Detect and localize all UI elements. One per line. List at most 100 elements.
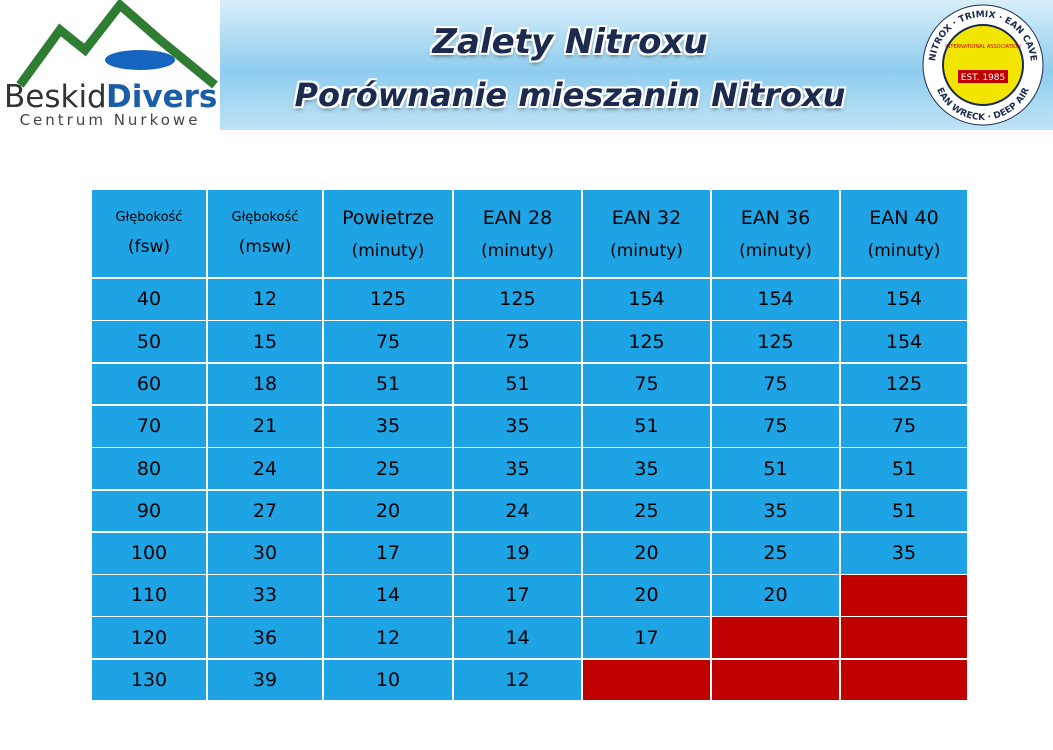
data-cell: 154 [840, 320, 968, 364]
data-cell: 24 [453, 489, 582, 533]
title: Zalety Nitroxu [432, 22, 708, 62]
data-cell: 154 [840, 278, 968, 321]
data-cell: 125 [582, 320, 711, 364]
data-cell: 125 [453, 278, 582, 321]
data-cell: 20 [582, 531, 711, 575]
data-cell: 20 [582, 574, 711, 617]
banner [220, 0, 1053, 130]
logo: Beskid Divers Centrum Nurkowe [4, 0, 218, 129]
data-cell: 35 [453, 447, 582, 490]
header-cell: Powietrze (minuty) [323, 189, 453, 278]
association: INTERNATIONAL ASSOCIATION [945, 44, 1021, 50]
data-cell: 27 [207, 489, 323, 533]
data-cell: 51 [840, 489, 968, 533]
data-cell: 25 [323, 447, 453, 490]
header-unit: (minuty) [481, 240, 554, 261]
data-cell: 17 [582, 616, 711, 660]
data-cell: 35 [582, 447, 711, 490]
header-label: EAN 32 [611, 206, 682, 229]
data-cell: 15 [207, 320, 323, 364]
data-cell: 36 [207, 616, 323, 660]
header-cell: EAN 28 (minuty) [453, 189, 582, 278]
data-cell: 125 [323, 278, 453, 321]
data-cell: 90 [91, 489, 207, 533]
header-cell: EAN 36 (minuty) [711, 189, 840, 278]
header-label: EAN 40 [869, 206, 939, 229]
header-cell: EAN 40 (minuty) [840, 189, 968, 278]
data-cell: 154 [582, 278, 711, 321]
empty-cell [711, 658, 840, 702]
data-cell: 51 [711, 447, 840, 490]
data-cell: 30 [207, 531, 323, 575]
header-unit: (minuty) [867, 240, 941, 261]
data-cell: 75 [582, 362, 711, 406]
data-cell: 75 [840, 404, 968, 448]
data-cell: 14 [453, 616, 582, 660]
header-label: Głębokość [231, 210, 299, 225]
data-cell: 35 [840, 531, 968, 575]
est: EST. 1985 [961, 73, 1005, 83]
data-cell: 25 [582, 489, 711, 533]
data-cell: 14 [323, 574, 453, 617]
brand-1: Beskid [4, 79, 107, 115]
header-label: EAN 36 [740, 206, 811, 229]
tagline: Centrum Nurkowe [20, 111, 201, 129]
est-box [958, 70, 1008, 83]
header-unit: (minuty) [739, 240, 812, 261]
data-cell: 75 [453, 320, 582, 364]
data-cell: 35 [453, 404, 582, 448]
data-cell: 75 [711, 404, 840, 448]
data-cell: 12 [323, 616, 453, 660]
data-cell: 80 [91, 447, 207, 490]
header-unit: (minuty) [351, 240, 425, 261]
empty-cell [840, 616, 968, 660]
data-cell: 120 [91, 616, 207, 660]
data-cell: 12 [207, 278, 323, 321]
mountains [16, 0, 218, 89]
brand-2: Divers [106, 79, 217, 115]
badge-core [942, 24, 1024, 106]
data-cell: 51 [840, 447, 968, 490]
header-label: Głębokość [115, 210, 183, 225]
data-cell: 10 [323, 658, 453, 702]
empty-cell [582, 658, 711, 702]
data-cell: 75 [323, 320, 453, 364]
data-cell: 19 [453, 531, 582, 575]
header-cell: Głębokość (fsw) [91, 189, 207, 278]
data-cell: 125 [711, 320, 840, 364]
header-label: Powietrze [342, 206, 434, 229]
empty-cell [840, 574, 968, 617]
data-cell: 35 [323, 404, 453, 448]
data-cell: 39 [207, 658, 323, 702]
data-cell: 20 [323, 489, 453, 533]
data-cell: 21 [207, 404, 323, 448]
header-label: EAN 28 [482, 206, 553, 229]
data-cell: 20 [711, 574, 840, 617]
data-cell: 154 [711, 278, 840, 321]
data-cell: 50 [91, 320, 207, 364]
data-cell: 17 [323, 531, 453, 575]
data-cell: 110 [91, 574, 207, 617]
data-cell: 125 [840, 362, 968, 406]
data-cell: 75 [711, 362, 840, 406]
data-cell: 70 [91, 404, 207, 448]
header-unit: (msw) [238, 237, 292, 257]
data-cell: 24 [207, 447, 323, 490]
data-cell: 51 [582, 404, 711, 448]
data-cell: 12 [453, 658, 582, 702]
data-cell: 25 [711, 531, 840, 575]
data-cell: 130 [91, 658, 207, 702]
data-cell: 33 [207, 574, 323, 617]
data-cell: 51 [453, 362, 582, 406]
header-unit: (fsw) [127, 237, 170, 257]
data-cell: 40 [91, 278, 207, 321]
data-cell: 51 [323, 362, 453, 406]
data-cell: 17 [453, 574, 582, 617]
badge: NITROX · TRIMIX · EAN CAVE EAN WRECK · D… [922, 4, 1044, 126]
data-cell: 35 [711, 489, 840, 533]
empty-cell [840, 658, 968, 702]
data-cell: 100 [91, 531, 207, 575]
diver [105, 50, 175, 70]
data-cell: 18 [207, 362, 323, 406]
